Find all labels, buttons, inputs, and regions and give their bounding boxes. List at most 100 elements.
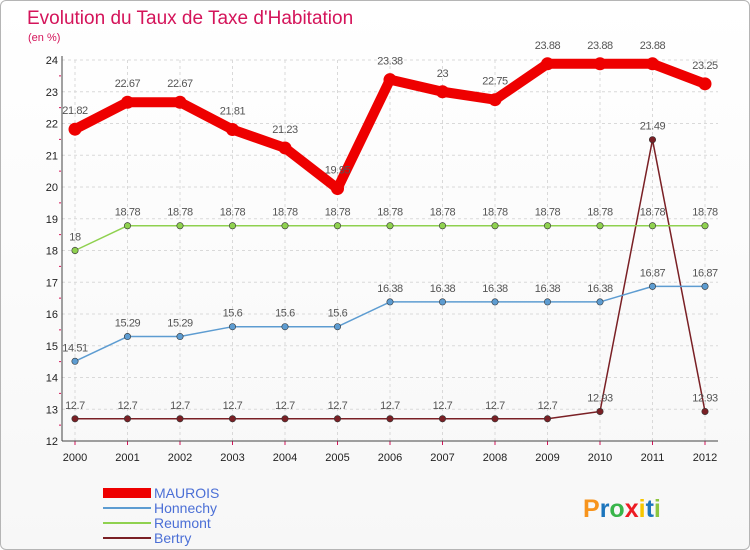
data-point-reumont [543, 222, 551, 230]
x-tick-label: 2004 [273, 452, 297, 464]
chart-subtitle: (en %) [28, 32, 60, 44]
data-point-bertry [701, 407, 709, 415]
data-label-honnechy: 16.38 [377, 283, 403, 295]
logo-letter: i [654, 495, 661, 523]
data-point-reumont [701, 222, 709, 230]
data-label-maurois: 23.38 [377, 56, 403, 68]
data-labels: 21.82 22.67 22.67 21.81 21.23 19.95 23.38 23 22.… [62, 40, 718, 412]
data-label-maurois: 21.82 [62, 105, 88, 117]
y-tick-label: 22 [46, 119, 58, 131]
data-label-reumont: 18.78 [482, 207, 508, 219]
data-label-maurois: 19.95 [325, 165, 351, 177]
y-tick-label: 24 [46, 55, 58, 67]
data-point-maurois [278, 141, 292, 155]
logo-letter: r [600, 495, 610, 523]
data-point-honnechy [176, 333, 184, 341]
data-point-maurois [383, 73, 397, 87]
y-tick-label: 16 [46, 309, 58, 321]
series-reumont [71, 222, 709, 255]
data-point-reumont [333, 222, 341, 230]
x-tick-label: 2010 [588, 452, 612, 464]
data-label-maurois: 23.88 [535, 40, 561, 52]
data-label-honnechy: 15.6 [275, 308, 295, 320]
data-point-reumont [124, 222, 132, 230]
data-label-honnechy: 15.6 [328, 308, 348, 320]
data-label-maurois: 21.23 [272, 124, 298, 136]
data-point-reumont [386, 222, 394, 230]
data-label-maurois: 21.81 [220, 106, 246, 118]
data-label-bertry: 12.7 [118, 400, 138, 412]
data-point-honnechy [124, 333, 132, 341]
data-label-honnechy: 16.38 [587, 283, 613, 295]
data-label-maurois: 23 [437, 68, 449, 80]
data-point-bertry [229, 415, 237, 423]
series-lines [68, 57, 712, 423]
data-point-maurois [436, 85, 449, 99]
data-point-bertry [176, 415, 184, 423]
data-label-bertry: 12.7 [485, 400, 505, 412]
chart-title: Evolution du Taux de Taxe d'Habitation [27, 8, 353, 29]
x-tick-label: 2008 [483, 452, 507, 464]
data-label-reumont: 18 [69, 232, 81, 244]
data-label-reumont: 18.78 [167, 207, 193, 219]
data-label-reumont: 18.78 [272, 207, 298, 219]
data-point-maurois [698, 77, 712, 91]
data-label-honnechy: 15.29 [167, 318, 193, 330]
data-point-maurois [541, 57, 554, 71]
data-point-bertry [648, 136, 656, 144]
data-point-maurois [646, 57, 659, 71]
data-label-bertry: 21.49 [640, 121, 666, 133]
series-honnechy [71, 282, 709, 365]
data-label-reumont: 18.78 [377, 207, 403, 219]
data-point-bertry [71, 415, 79, 423]
data-label-reumont: 18.78 [430, 207, 456, 219]
x-tick-label: 2001 [115, 452, 139, 464]
data-point-maurois [331, 182, 344, 196]
data-label-reumont: 18.78 [640, 207, 666, 219]
data-label-bertry: 12.7 [170, 400, 190, 412]
data-point-bertry [124, 415, 132, 423]
y-tick-label: 12 [46, 436, 58, 448]
x-tick-label: 2002 [168, 452, 192, 464]
logo-letter: i [639, 495, 646, 523]
y-tick-label: 13 [46, 404, 58, 416]
data-point-reumont [648, 222, 656, 230]
logo-letter: t [646, 495, 655, 523]
legend-label-bertry: Bertry [154, 530, 191, 546]
data-label-maurois: 22.75 [482, 76, 508, 88]
data-point-bertry [281, 415, 289, 423]
data-point-honnechy [71, 357, 79, 365]
y-tick-label: 18 [46, 246, 58, 258]
data-point-bertry [543, 415, 551, 423]
data-point-honnechy [386, 298, 394, 306]
data-label-honnechy: 14.51 [62, 342, 88, 354]
data-point-maurois [488, 93, 502, 107]
data-label-bertry: 12.7 [433, 400, 453, 412]
data-point-honnechy [491, 298, 499, 306]
data-point-bertry [438, 415, 446, 423]
x-tick-label: 2012 [693, 452, 717, 464]
legend-label-honnechy: Honnechy [154, 500, 217, 516]
data-point-honnechy [701, 282, 709, 290]
y-tick-label: 21 [46, 150, 58, 162]
data-point-reumont [491, 222, 499, 230]
data-point-bertry [596, 407, 604, 415]
data-point-reumont [229, 222, 237, 230]
data-label-honnechy: 16.87 [640, 267, 666, 279]
data-label-reumont: 18.78 [220, 207, 246, 219]
data-label-reumont: 18.78 [535, 207, 561, 219]
data-label-bertry: 12.7 [65, 400, 85, 412]
data-point-reumont [596, 222, 604, 230]
proxiti-logo: Proxiti [583, 495, 661, 523]
data-point-reumont [176, 222, 184, 230]
data-point-honnechy [229, 323, 237, 331]
data-label-bertry: 12.7 [538, 400, 558, 412]
data-point-bertry [386, 415, 394, 423]
data-label-bertry: 12.93 [692, 392, 718, 404]
y-tick-label: 17 [46, 277, 58, 289]
data-point-bertry [333, 415, 341, 423]
data-point-honnechy [596, 298, 604, 306]
x-tick-label: 2006 [378, 452, 402, 464]
